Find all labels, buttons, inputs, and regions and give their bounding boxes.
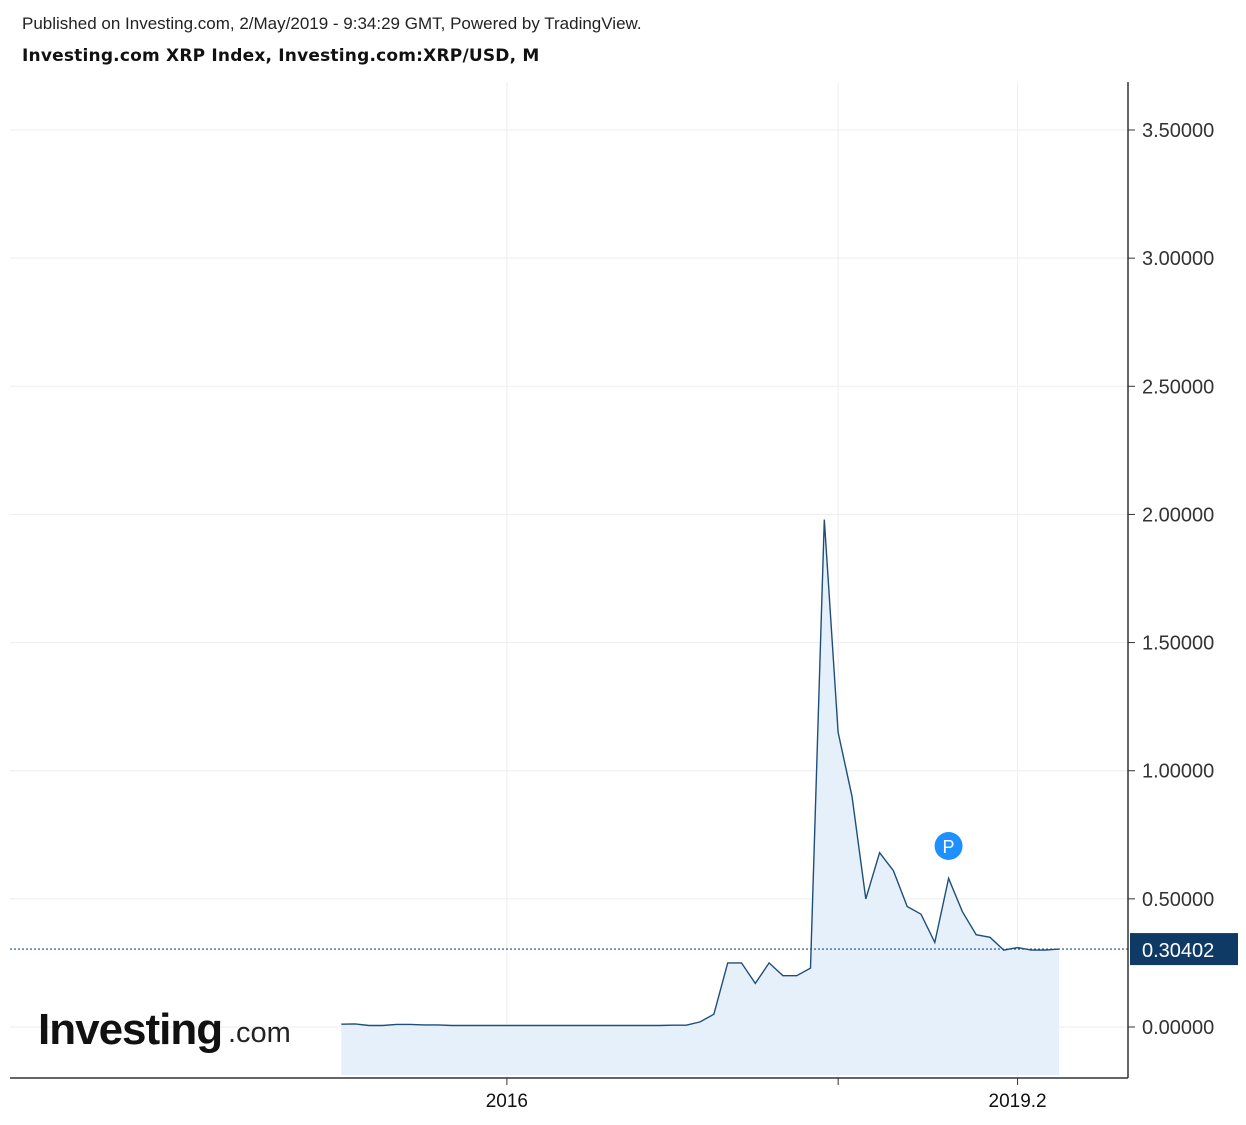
logo-wordmark: Investing xyxy=(38,1005,222,1054)
logo-suffix: .com xyxy=(228,1017,291,1049)
last-price-label[interactable]: 0.30402 xyxy=(1130,933,1238,966)
y-tick-label: 2.50000 xyxy=(1142,376,1214,398)
y-axis-ticks: 0.00000 0.50000 1.00000 1.50000 2.00000 2.500… xyxy=(1128,120,1214,1039)
last-price-label-text: 0.30402 xyxy=(1142,940,1214,962)
chart-title: Investing.com XRP Index, Investing.com:X… xyxy=(22,46,540,66)
y-tick-label: 3.50000 xyxy=(1142,120,1214,142)
y-tick-label: 0.00000 xyxy=(1142,1017,1214,1039)
x-tick-label: 2019.2 xyxy=(989,1091,1047,1112)
grid-lines xyxy=(10,82,1128,1078)
price-line[interactable] xyxy=(341,519,1060,1027)
marker-p-label: P xyxy=(943,837,955,857)
y-tick-label: 1.00000 xyxy=(1142,761,1214,783)
marker-p-badge[interactable]: P xyxy=(934,832,963,860)
y-tick-label: 3.00000 xyxy=(1142,248,1214,270)
x-axis-ticks: 2016 2019.2 xyxy=(486,1078,1047,1112)
x-tick-label: 2016 xyxy=(486,1091,528,1112)
y-tick-label: 2.00000 xyxy=(1142,504,1214,526)
investing-logo: Investing .com xyxy=(38,1005,291,1054)
y-tick-label: 1.50000 xyxy=(1142,633,1214,655)
marker-p-circle xyxy=(934,832,963,860)
published-note: Published on Investing.com, 2/May/2019 -… xyxy=(22,14,642,33)
axes xyxy=(10,82,1129,1079)
y-tick-label: 0.50000 xyxy=(1142,889,1214,911)
price-area-fill xyxy=(341,519,1059,1075)
last-price-label-bg xyxy=(1130,933,1238,966)
